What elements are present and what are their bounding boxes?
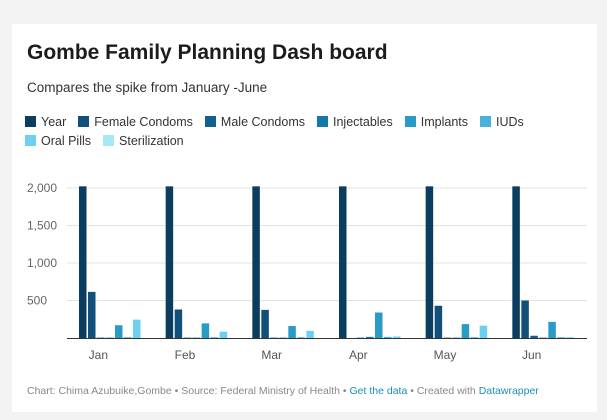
footer-credit: Chart: Chima Azubuike,Gombe: [27, 385, 172, 397]
legend-label: Injectables: [333, 114, 393, 129]
bar: [79, 186, 87, 338]
y-tick-label: 500: [27, 294, 47, 308]
bar: [288, 326, 296, 338]
x-tick-label: Jun: [522, 348, 541, 362]
bar: [461, 324, 470, 338]
footer-created-with: Created with: [416, 385, 479, 397]
bar: [557, 337, 565, 338]
x-tick-label: Mar: [261, 348, 282, 362]
legend-label: Male Condoms: [220, 114, 305, 129]
bar: [512, 186, 520, 338]
footer-separator: •: [407, 385, 417, 397]
legend-label: Sterilization: [119, 133, 184, 148]
bar: [174, 309, 183, 338]
bar: [339, 186, 347, 338]
x-tick-label: May: [434, 348, 457, 362]
chart-title: Gombe Family Planning Dash board: [27, 41, 388, 64]
chart-plot: 500 1,000 1,500 2,000 Jan Feb Mar Apr May Jun: [27, 181, 587, 362]
bar: [521, 300, 529, 338]
get-the-data-link[interactable]: Get the data: [349, 385, 408, 397]
legend-item: Oral Pills: [25, 133, 92, 148]
bar: [393, 336, 401, 338]
x-tick-label: Feb: [175, 348, 196, 362]
bar: [306, 330, 314, 338]
datawrapper-link[interactable]: Datawrapper: [478, 385, 539, 397]
bar: [252, 186, 260, 338]
legend-swatch: [204, 116, 216, 127]
bar: [470, 337, 479, 338]
bar: [297, 337, 305, 338]
bar: [165, 186, 174, 338]
bar: [124, 337, 132, 338]
legend-item: Year: [25, 114, 67, 129]
legend-item: Male Condoms: [204, 114, 305, 129]
legend-item: Female Condoms: [78, 114, 193, 129]
chart-subtitle: Compares the spike from January -June: [27, 80, 268, 95]
legend-item: IUDs: [480, 114, 524, 129]
bar: [384, 336, 392, 338]
bar: [366, 336, 374, 338]
y-tick-label: 2,000: [27, 181, 57, 195]
x-tick-label: Apr: [349, 348, 368, 362]
footer-separator: •: [171, 385, 182, 397]
legend-swatch: [78, 116, 90, 127]
legend-swatch: [317, 116, 328, 127]
bar: [201, 323, 210, 338]
bar: [115, 325, 123, 338]
bar: [88, 291, 96, 338]
legend-item: Sterilization: [103, 133, 184, 148]
bar: [566, 337, 574, 338]
chart-card: Gombe Family Planning Dash board Compare…: [12, 24, 597, 412]
bar: [425, 186, 434, 338]
chart-footer: Chart: Chima Azubuike,Gombe • Source: Fe…: [27, 385, 539, 397]
bar: [479, 325, 488, 338]
legend-swatch: [25, 116, 36, 127]
footer-source: Source: Federal Ministry of Health: [181, 385, 340, 397]
bar: [548, 321, 556, 338]
bar: [261, 309, 269, 338]
legend-label: Implants: [420, 114, 469, 129]
bar: [210, 337, 219, 338]
legend-label: Year: [41, 114, 67, 129]
y-tick-label: 1,500: [27, 219, 57, 233]
legend-item: Implants: [404, 114, 469, 129]
bar: [434, 305, 443, 338]
legend-swatch: [480, 116, 492, 127]
footer-separator: •: [339, 385, 350, 397]
bar: [133, 319, 141, 338]
bar: [219, 331, 228, 338]
legend-swatch: [103, 135, 115, 146]
x-tick-label: Jan: [89, 348, 108, 362]
bar: [375, 312, 383, 338]
legend-label: IUDs: [496, 114, 524, 129]
legend-label: Oral Pills: [41, 133, 92, 148]
bar: [530, 335, 538, 338]
y-tick-label: 1,000: [27, 256, 57, 270]
legend-swatch: [404, 116, 416, 127]
legend-label: Female Condoms: [94, 114, 193, 129]
chart-legend: Year Female Condoms Male Condoms Injectable…: [25, 114, 585, 148]
legend-swatch: [25, 135, 36, 146]
legend-item: Injectables: [317, 114, 393, 129]
